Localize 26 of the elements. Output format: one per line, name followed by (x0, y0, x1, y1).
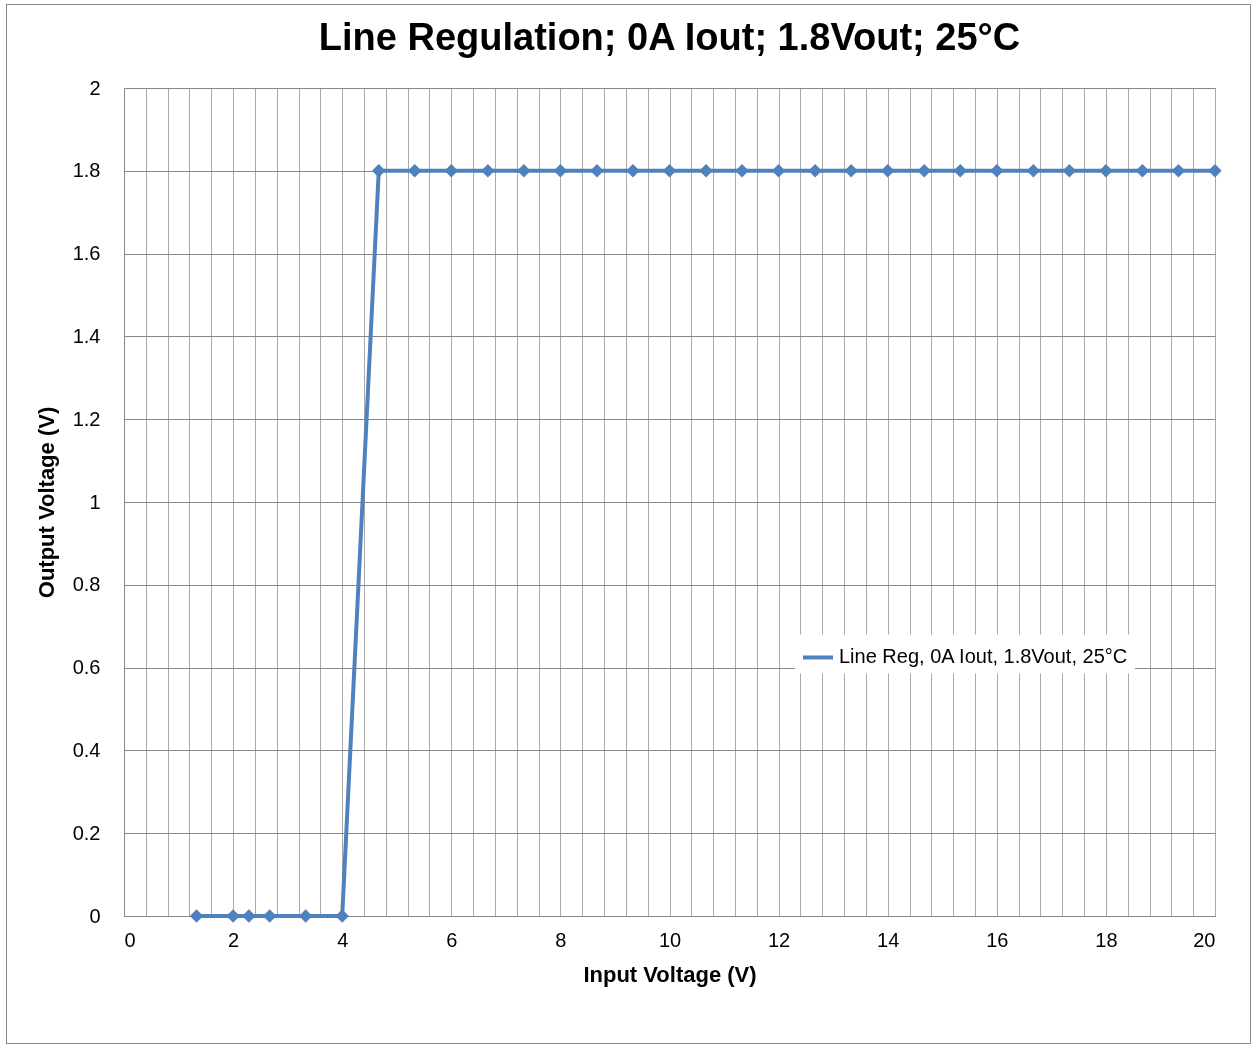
y-tick-label: 1 (89, 490, 101, 513)
y-axis-title: Output Voltage (V) (33, 406, 59, 599)
x-tick-label: 8 (555, 928, 567, 951)
x-tick-label: 18 (1095, 928, 1118, 951)
x-tick-label: 14 (877, 928, 900, 951)
x-tick-label: 6 (446, 928, 458, 951)
x-tick-label: 16 (986, 928, 1009, 951)
x-tick-label: 20 (1193, 928, 1216, 951)
y-tick-label: 0.8 (72, 573, 101, 596)
y-tick-label: 1.4 (72, 324, 101, 347)
x-tick-label: 2 (228, 928, 240, 951)
legend-label: Line Reg, 0A Iout, 1.8Vout, 25°C (839, 645, 1128, 668)
chart-title: Line Regulation; 0A Iout; 1.8Vout; 25°C (318, 16, 1021, 58)
y-tick-label: 1.2 (72, 407, 101, 430)
y-tick-label: 0.6 (72, 656, 101, 679)
x-axis-title: Input Voltage (V) (583, 961, 757, 987)
y-tick-label: 2 (89, 76, 101, 99)
y-tick-label: 1.8 (72, 159, 101, 182)
y-tick-label: 0.2 (72, 821, 101, 844)
x-tick-label: 10 (658, 928, 682, 951)
x-tick-label: 0 (124, 928, 136, 951)
x-tick-label: 4 (337, 928, 349, 951)
x-tick-label: 12 (767, 928, 791, 951)
y-tick-label: 0 (89, 904, 101, 927)
y-tick-label: 0.4 (72, 738, 101, 761)
y-tick-label: 1.6 (72, 242, 101, 265)
